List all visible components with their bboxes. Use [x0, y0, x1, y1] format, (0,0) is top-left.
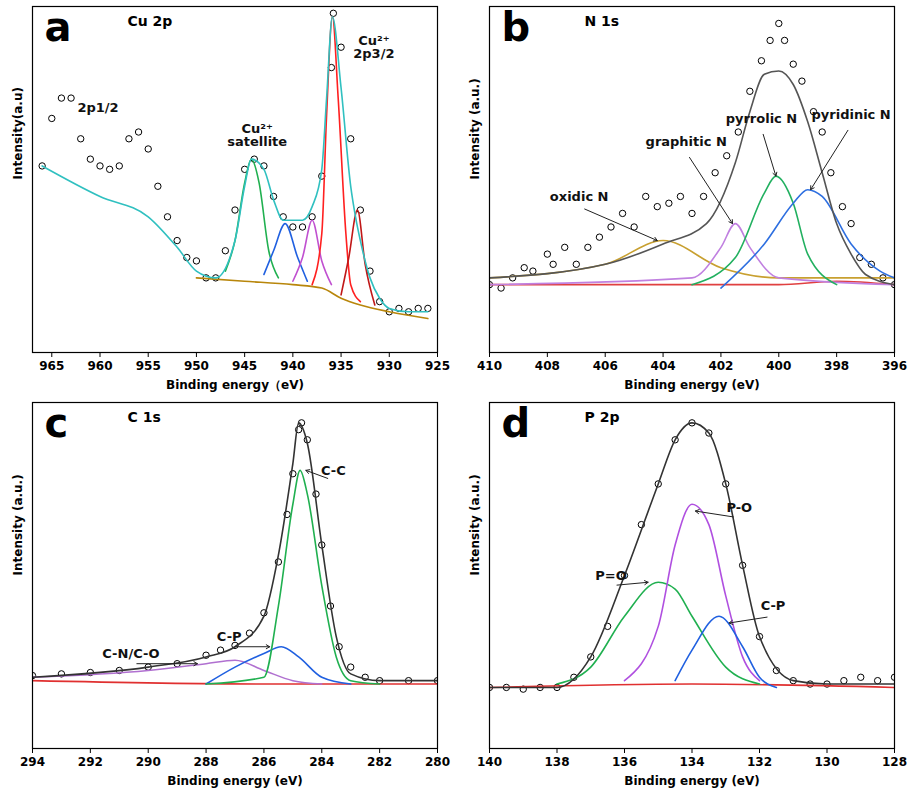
- svg-text:Binding energy (eV): Binding energy (eV): [624, 378, 760, 392]
- svg-text:292: 292: [78, 755, 103, 769]
- svg-text:C-N/C-O: C-N/C-O: [102, 646, 159, 661]
- svg-text:c: c: [45, 400, 69, 446]
- svg-text:130: 130: [814, 755, 839, 769]
- svg-text:b: b: [502, 4, 531, 50]
- svg-text:140: 140: [477, 755, 502, 769]
- svg-text:138: 138: [544, 755, 569, 769]
- svg-text:Intensity (a.u.): Intensity (a.u.): [468, 78, 482, 179]
- svg-text:Binding energy (eV): Binding energy (eV): [624, 774, 760, 788]
- svg-text:Cu 2p: Cu 2p: [128, 13, 173, 29]
- svg-text:pyrrolic N: pyrrolic N: [726, 111, 798, 126]
- svg-text:C-C: C-C: [321, 463, 346, 478]
- svg-text:Binding energy（eV): Binding energy（eV): [166, 378, 304, 392]
- svg-text:402: 402: [708, 359, 733, 373]
- svg-text:Intensity(a.u): Intensity(a.u): [11, 87, 25, 179]
- svg-text:950: 950: [184, 359, 209, 373]
- svg-text:P 2p: P 2p: [585, 409, 620, 425]
- svg-text:Intensity (a.u.): Intensity (a.u.): [468, 474, 482, 575]
- svg-text:398: 398: [824, 359, 849, 373]
- svg-text:955: 955: [136, 359, 161, 373]
- svg-text:128: 128: [882, 755, 907, 769]
- svg-text:940: 940: [280, 359, 305, 373]
- svg-text:410: 410: [477, 359, 502, 373]
- svg-text:P=O: P=O: [595, 568, 626, 583]
- svg-text:graphitic N: graphitic N: [646, 134, 727, 149]
- svg-text:396: 396: [882, 359, 907, 373]
- svg-text:960: 960: [87, 359, 112, 373]
- svg-text:132: 132: [747, 755, 772, 769]
- svg-text:406: 406: [593, 359, 618, 373]
- svg-text:290: 290: [136, 755, 161, 769]
- svg-text:408: 408: [535, 359, 560, 373]
- svg-text:C-P: C-P: [217, 629, 242, 644]
- svg-text:935: 935: [329, 359, 354, 373]
- svg-text:oxidic N: oxidic N: [550, 189, 609, 204]
- svg-text:965: 965: [39, 359, 64, 373]
- svg-text:286: 286: [251, 755, 276, 769]
- svg-text:d: d: [502, 400, 531, 446]
- svg-text:N 1s: N 1s: [585, 13, 620, 29]
- svg-text:P-O: P-O: [726, 500, 752, 515]
- svg-text:C-P: C-P: [761, 598, 786, 613]
- svg-text:404: 404: [651, 359, 676, 373]
- svg-text:925: 925: [425, 359, 450, 373]
- svg-text:282: 282: [367, 755, 392, 769]
- svg-text:930: 930: [377, 359, 402, 373]
- svg-text:294: 294: [20, 755, 45, 769]
- svg-text:288: 288: [194, 755, 219, 769]
- svg-text:284: 284: [309, 755, 334, 769]
- svg-text:pyridinic N: pyridinic N: [811, 107, 890, 122]
- svg-text:Cu²⁺2p3/2: Cu²⁺2p3/2: [353, 33, 394, 61]
- svg-text:280: 280: [425, 755, 450, 769]
- svg-text:134: 134: [679, 755, 704, 769]
- svg-text:945: 945: [232, 359, 257, 373]
- svg-text:a: a: [45, 4, 72, 50]
- svg-text:Intensity (a.u.): Intensity (a.u.): [11, 474, 25, 575]
- svg-text:2p1/2: 2p1/2: [77, 100, 118, 115]
- svg-text:136: 136: [612, 755, 637, 769]
- svg-text:Cu²⁺satellite: Cu²⁺satellite: [227, 121, 287, 149]
- svg-text:C 1s: C 1s: [128, 409, 161, 425]
- svg-text:Binding energy (eV): Binding energy (eV): [167, 774, 303, 788]
- svg-text:400: 400: [766, 359, 791, 373]
